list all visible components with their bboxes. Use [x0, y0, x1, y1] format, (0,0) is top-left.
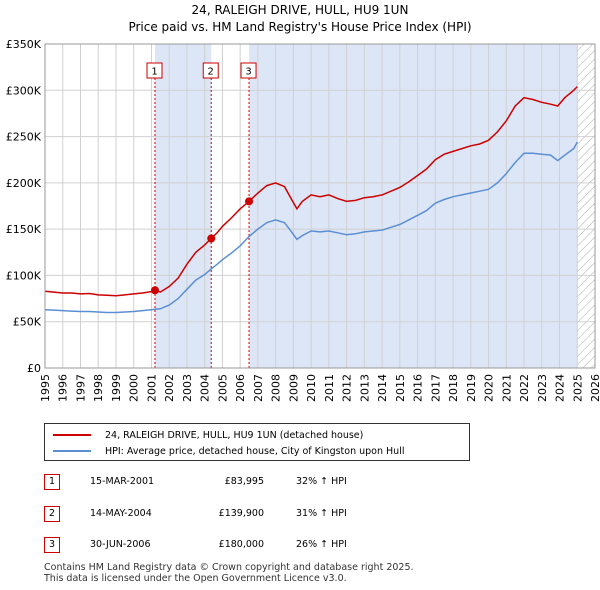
- x-tick-label: 2010: [305, 374, 318, 402]
- transaction-hpi-diff: 31% ↑ HPI: [296, 508, 347, 519]
- legend-item-property: 24, RALEIGH DRIVE, HULL, HU9 1UN (detach…: [53, 427, 363, 443]
- transaction-price: £180,000: [218, 539, 264, 550]
- x-tick-label: 1997: [74, 374, 87, 402]
- x-tick-label: 2014: [376, 374, 389, 402]
- plot-frame: [44, 43, 596, 369]
- x-tick-label: 2019: [465, 374, 478, 402]
- chart-subtitle: Price paid vs. HM Land Registry's House …: [128, 20, 472, 34]
- transaction-date: 15-MAR-2001: [90, 476, 155, 487]
- legend-label-hpi: HPI: Average price, detached house, City…: [105, 445, 405, 457]
- x-tick-label: 2024: [554, 374, 567, 402]
- x-tick-label: 2025: [571, 374, 584, 402]
- x-tick-label: 2016: [412, 374, 425, 402]
- x-tick-label: 2012: [341, 374, 354, 402]
- y-tick-label: £350K: [6, 38, 42, 51]
- x-tick-label: 2023: [536, 374, 549, 402]
- x-tick-label: 2006: [234, 374, 247, 402]
- marker-label-number: 3: [245, 67, 251, 78]
- y-tick-label: £100K: [6, 269, 42, 282]
- x-tick-label: 1996: [57, 374, 70, 402]
- x-tick-label: 2017: [429, 374, 442, 402]
- x-tick-label: 2007: [252, 374, 265, 402]
- legend-item-hpi: HPI: Average price, detached house, City…: [53, 443, 404, 459]
- x-tick-label: 2013: [358, 374, 371, 402]
- transaction-date: 14-MAY-2004: [90, 508, 152, 519]
- shaded-region: [249, 44, 578, 368]
- footer-licence: This data is licensed under the Open Gov…: [44, 573, 347, 584]
- transaction-number-badge: 2: [44, 506, 60, 522]
- x-tick-label: 2000: [128, 374, 141, 402]
- legend-swatch-property: [53, 434, 91, 436]
- transaction-price: £139,900: [218, 508, 264, 519]
- x-tick-label: 2018: [447, 374, 460, 402]
- y-tick-label: £150K: [6, 223, 42, 236]
- transaction-number-badge: 3: [44, 537, 60, 553]
- transaction-date: 30-JUN-2006: [90, 539, 151, 550]
- marker-label-box: [240, 62, 257, 79]
- x-tick-label: 2002: [163, 374, 176, 402]
- legend-label-property: 24, RALEIGH DRIVE, HULL, HU9 1UN (detach…: [105, 429, 364, 441]
- sale-point: [245, 197, 254, 206]
- x-tick-label: 2011: [323, 374, 336, 402]
- marker-label-box: [202, 62, 219, 79]
- footer-copyright: Contains HM Land Registry data © Crown c…: [44, 562, 414, 573]
- marker-label-box: [146, 62, 163, 79]
- transaction-price: £83,995: [224, 476, 264, 487]
- x-tick-label: 2008: [270, 374, 283, 402]
- x-tick-label: 2003: [181, 374, 194, 402]
- legend-swatch-hpi: [53, 450, 91, 452]
- transaction-hpi-diff: 26% ↑ HPI: [296, 539, 347, 550]
- x-tick-label: 2026: [589, 374, 600, 402]
- y-tick-label: £200K: [6, 177, 42, 190]
- y-tick-label: £50K: [13, 316, 42, 329]
- x-tick-label: 2009: [287, 374, 300, 402]
- future-hatch-region: [577, 44, 595, 368]
- price-chart: £0 £50K £100K £150K £200K £250K £300K £350K 1995…: [6, 38, 600, 402]
- y-tick-label: £250K: [6, 131, 42, 144]
- x-tick-label: 1995: [39, 374, 52, 402]
- series-line-hpi: [44, 141, 578, 314]
- x-tick-label: 2005: [216, 374, 229, 402]
- x-tick-label: 2015: [394, 374, 407, 402]
- sale-point: [151, 286, 159, 295]
- x-tick-label: 2001: [145, 374, 158, 402]
- sale-point: [207, 234, 216, 243]
- series-line-property: [44, 86, 578, 297]
- x-tick-label: 1999: [110, 374, 123, 402]
- chart-title-address: 24, RALEIGH DRIVE, HULL, HU9 1UN: [191, 3, 409, 17]
- chart-legend: 24, RALEIGH DRIVE, HULL, HU9 1UN (detach…: [44, 423, 470, 461]
- transaction-number-badge: 1: [44, 474, 60, 490]
- y-tick-label: £300K: [6, 84, 42, 97]
- marker-label-number: 2: [208, 67, 214, 78]
- x-tick-label: 2021: [500, 374, 513, 402]
- shaded-region: [155, 44, 212, 368]
- y-tick-label: £0: [27, 362, 41, 375]
- x-tick-label: 2020: [483, 374, 496, 402]
- x-tick-label: 2004: [199, 374, 212, 402]
- x-tick-label: 2022: [518, 374, 531, 402]
- transaction-hpi-diff: 32% ↑ HPI: [296, 476, 347, 487]
- marker-label-number: 1: [151, 67, 157, 78]
- x-tick-label: 1998: [92, 374, 105, 402]
